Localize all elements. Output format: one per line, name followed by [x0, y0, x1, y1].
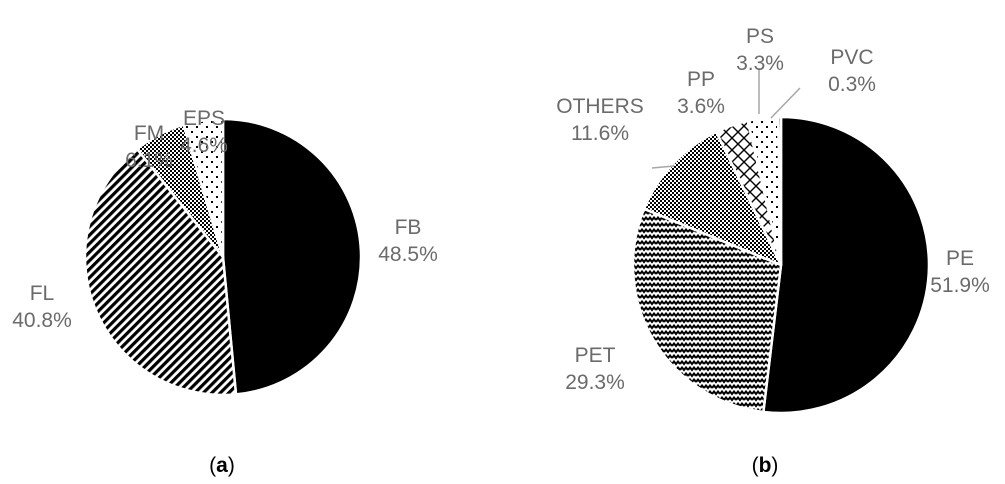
slice-value-pp: 3.6%: [677, 95, 725, 118]
pie-slice-eps: [182, 117, 225, 259]
caption-a: (a): [209, 454, 235, 477]
slice-name-fl: FL: [30, 282, 55, 305]
pie-slice-others: [642, 130, 783, 267]
slice-name-pp: PP: [687, 68, 715, 91]
slice-value-fb: 48.5%: [378, 243, 438, 266]
leader-line-others: [651, 165, 675, 169]
slice-label-eps: EPS 4.6%: [180, 107, 228, 157]
slice-name-fm: FM: [134, 122, 164, 145]
slice-name-ps: PS: [746, 25, 774, 48]
pie-slice-pvc: [776, 115, 783, 267]
slice-value-pe: 51.9%: [930, 274, 990, 297]
pie-slice-fl: [83, 147, 238, 397]
slice-name-pe: PE: [946, 247, 974, 270]
slice-name-eps: EPS: [183, 107, 225, 130]
pie-slice-pet: [631, 207, 783, 414]
slice-name-fb: FB: [395, 216, 422, 239]
pie-slice-pe: [762, 115, 931, 415]
slice-label-pe: PE 51.9%: [930, 247, 990, 297]
slice-value-fl: 40.8%: [12, 309, 72, 332]
slice-name-pvc: PVC: [830, 46, 873, 69]
slice-label-fb: FB 48.5%: [378, 216, 438, 266]
slice-value-ps: 3.3%: [736, 52, 784, 75]
slice-name-pet: PET: [575, 344, 616, 367]
slice-label-fm: FM 6.1%: [125, 122, 173, 172]
slice-value-pvc: 0.3%: [828, 73, 876, 96]
pie-slice-fb: [221, 117, 363, 396]
pie-chart-a: FB 48.5% FL 40.8% FM 6.1% EPS 4.6%: [12, 107, 438, 397]
leader-line-pvc: [770, 87, 801, 119]
slice-label-pvc: PVC 0.3%: [828, 46, 876, 96]
slice-label-fl: FL 40.8%: [12, 282, 72, 332]
caption-b: (b): [752, 454, 779, 477]
slice-value-eps: 4.6%: [180, 134, 228, 157]
pie-chart-b: PE 51.9% PET 29.3% OTHERS 11.6% PP 3.6% PS 3.3% PV…: [556, 25, 990, 415]
slice-name-others: OTHERS: [556, 95, 644, 118]
slice-label-pet: PET 29.3%: [565, 344, 625, 394]
slice-label-others: OTHERS 11.6%: [556, 95, 644, 145]
slice-value-fm: 6.1%: [125, 149, 173, 172]
slice-label-pp: PP 3.6%: [677, 68, 725, 118]
slice-value-pet: 29.3%: [565, 371, 625, 394]
slice-value-others: 11.6%: [571, 122, 629, 145]
slice-label-ps: PS 3.3%: [736, 25, 784, 75]
